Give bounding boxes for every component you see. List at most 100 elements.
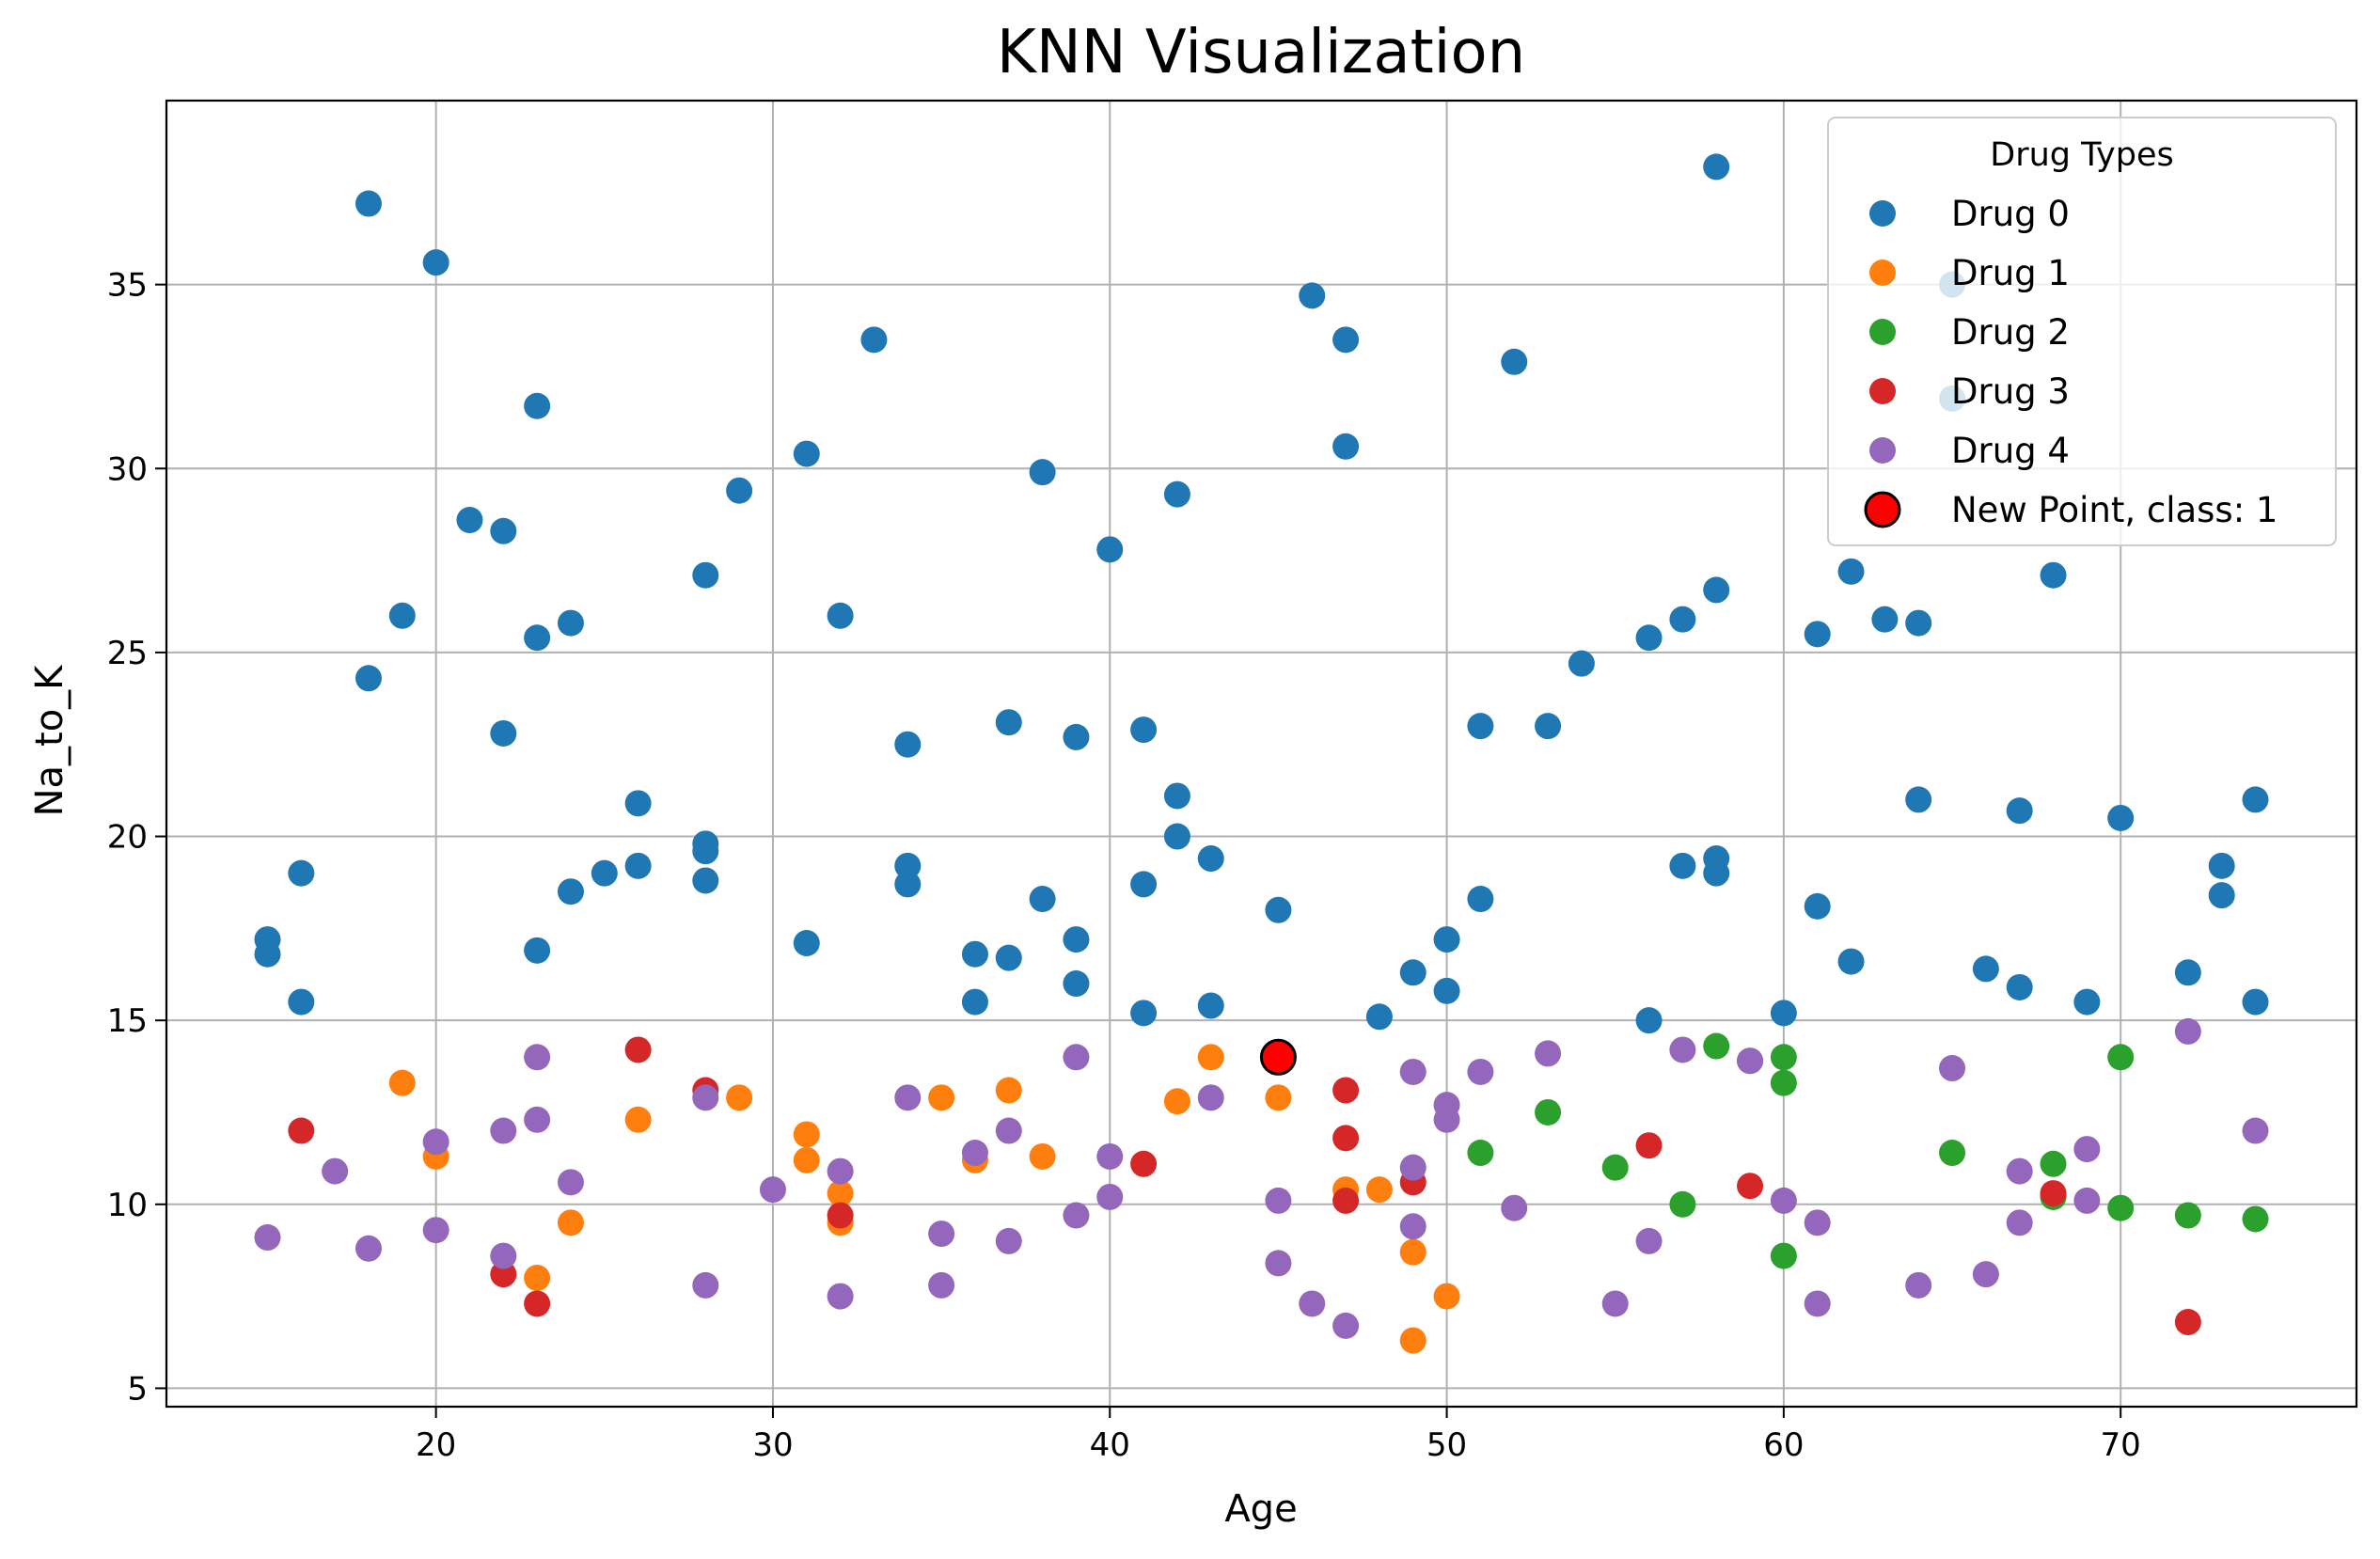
- drug-0-point: [1669, 852, 1696, 879]
- drug-2-point: [1669, 1190, 1696, 1218]
- drug-0-point: [456, 507, 483, 534]
- drug-4-point: [1399, 1058, 1426, 1085]
- drug-1-point: [624, 1106, 652, 1133]
- drug-0-point: [1130, 871, 1158, 898]
- legend-entry-new-point: New Point, class: 1: [1864, 490, 2278, 530]
- drug-0-point: [995, 709, 1022, 736]
- drug-4-point: [692, 1084, 719, 1111]
- drug-3-point: [1130, 1150, 1158, 1177]
- drug-3-point: [288, 1117, 315, 1144]
- drug-1-point: [1433, 1283, 1460, 1310]
- drug-1-point: [928, 1084, 955, 1111]
- y-tick-label: 5: [127, 1370, 148, 1408]
- drug-1-point: [1029, 1142, 1056, 1170]
- drug-0-point: [1063, 723, 1090, 750]
- drug-4-point: [524, 1044, 551, 1071]
- drug-4-point: [1063, 1202, 1090, 1229]
- x-axis-ticks: 20 30 40 50 60 70: [416, 1407, 2141, 1464]
- y-tick-label: 10: [107, 1187, 148, 1224]
- drug-2-point: [1770, 1242, 1797, 1269]
- drug-0-point: [1096, 536, 1124, 563]
- drug-2-point: [2040, 1150, 2067, 1177]
- drug-1-point: [1399, 1238, 1426, 1266]
- drug-3-point: [827, 1202, 854, 1229]
- legend-label: Drug 2: [1951, 312, 2070, 353]
- drug-0-point: [591, 859, 618, 887]
- drug-4-point: [2006, 1209, 2033, 1236]
- legend-entry-drug-3: Drug 3: [1869, 371, 2070, 412]
- drug-4-point: [1939, 1055, 1966, 1082]
- drug-0-point: [1501, 348, 1528, 375]
- drug-2-point: [2242, 1205, 2269, 1233]
- drug-1-point: [1197, 1044, 1224, 1071]
- drug-0-point: [692, 561, 719, 589]
- drug-0-point: [2242, 786, 2269, 813]
- drug-4-point: [1265, 1187, 1292, 1214]
- drug-0-point: [1871, 606, 1899, 633]
- x-tick-label: 60: [1763, 1426, 1804, 1464]
- drug-4-point: [1433, 1106, 1460, 1133]
- legend-title: Drug Types: [1990, 136, 2174, 174]
- drug-3-point: [524, 1290, 551, 1317]
- y-tick-label: 20: [107, 819, 148, 857]
- legend-entry-drug-0: Drug 0: [1869, 194, 2070, 234]
- drug-0-point: [860, 326, 888, 354]
- drug-4-point: [894, 1084, 922, 1111]
- legend-label: New Point, class: 1: [1951, 490, 2278, 530]
- drug-0-point: [490, 719, 517, 747]
- drug-4-point: [490, 1117, 517, 1144]
- drug-4-point: [1467, 1058, 1494, 1085]
- drug-1-point: [1163, 1088, 1190, 1115]
- drug-0-point: [524, 624, 551, 652]
- drug-0-point: [490, 517, 517, 544]
- drug-1-point: [827, 1180, 854, 1207]
- drug-4-point: [1332, 1312, 1360, 1339]
- drug-0-point: [1837, 558, 1865, 585]
- drug-3-point: [1332, 1125, 1360, 1152]
- legend-marker: [1869, 378, 1896, 404]
- drug-0-point: [1703, 576, 1730, 604]
- drug-4-point: [1601, 1290, 1629, 1317]
- drug-0-point: [1669, 606, 1696, 633]
- drug-4-point: [2242, 1117, 2269, 1144]
- drug-0-point: [894, 871, 922, 898]
- legend-label: Drug 0: [1951, 194, 2070, 234]
- drug-2-point: [1939, 1140, 1966, 1167]
- drug-4-point: [422, 1217, 449, 1244]
- drug-4-point: [1197, 1084, 1224, 1111]
- drug-0-point: [726, 477, 753, 504]
- drug-1-point: [726, 1084, 753, 1111]
- drug-4-point: [759, 1176, 786, 1204]
- drug-4-point: [1535, 1040, 1562, 1067]
- drug-4-point: [928, 1220, 955, 1248]
- drug-3-point: [1332, 1077, 1360, 1104]
- drug-0-point: [1770, 1000, 1797, 1027]
- y-tick-label: 15: [107, 1002, 148, 1040]
- drug-1-point: [557, 1209, 584, 1236]
- drug-4-point: [1972, 1261, 1999, 1288]
- drug-0-point: [692, 838, 719, 865]
- drug-2-point: [1770, 1044, 1797, 1071]
- data-points: [254, 153, 2269, 1354]
- drug-0-point: [624, 852, 652, 879]
- drug-0-point: [2242, 988, 2269, 1016]
- drug-0-point: [2006, 797, 2033, 825]
- drug-0-point: [624, 790, 652, 817]
- drug-4-point: [928, 1271, 955, 1299]
- drug-3-point: [490, 1261, 517, 1288]
- y-axis-label: Na_to_K: [28, 664, 71, 817]
- drug-0-point: [2073, 988, 2101, 1016]
- drug-1-point: [524, 1265, 551, 1292]
- drug-0-point: [1130, 1000, 1158, 1027]
- drug-4-point: [961, 1140, 988, 1167]
- drug-0-point: [1467, 713, 1494, 740]
- drug-4-point: [1399, 1154, 1426, 1181]
- drug-0-point: [2174, 959, 2201, 986]
- drug-4-point: [254, 1224, 281, 1252]
- drug-4-point: [355, 1235, 382, 1262]
- drug-0-point: [894, 731, 922, 758]
- drug-0-point: [557, 878, 584, 905]
- drug-0-point: [1029, 886, 1056, 913]
